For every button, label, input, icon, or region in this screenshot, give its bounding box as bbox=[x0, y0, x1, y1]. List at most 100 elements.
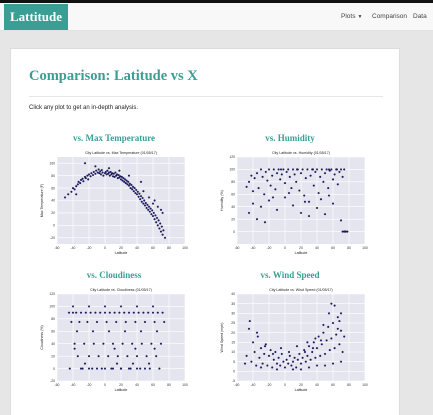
data-point bbox=[103, 311, 107, 314]
plot-cloudiness[interactable]: City Latitude vs. Cloudiness (01/05/17) -… bbox=[35, 285, 195, 395]
data-point bbox=[295, 345, 299, 348]
data-point bbox=[261, 362, 264, 365]
data-point bbox=[333, 173, 336, 176]
y-tick-label: 20 bbox=[231, 217, 235, 221]
data-point bbox=[143, 204, 147, 207]
data-point bbox=[123, 311, 126, 314]
chart-title: City Latitude vs. Max Temperature (01/05… bbox=[85, 151, 157, 155]
data-point bbox=[128, 182, 131, 185]
data-point bbox=[135, 367, 139, 370]
data-point bbox=[255, 218, 259, 221]
data-point bbox=[151, 311, 155, 314]
data-point bbox=[323, 172, 327, 175]
data-point bbox=[95, 169, 98, 172]
data-point bbox=[97, 355, 100, 358]
data-point bbox=[87, 173, 91, 176]
data-point bbox=[317, 192, 320, 195]
data-point bbox=[338, 320, 341, 323]
data-point bbox=[163, 236, 167, 239]
data-point bbox=[296, 358, 299, 361]
data-point bbox=[245, 354, 248, 357]
data-point bbox=[306, 354, 309, 357]
data-point bbox=[320, 343, 323, 346]
data-point bbox=[271, 174, 274, 177]
data-point bbox=[327, 312, 331, 315]
data-point bbox=[323, 352, 327, 355]
data-point bbox=[135, 355, 139, 358]
data-point bbox=[327, 187, 330, 190]
data-point bbox=[307, 200, 311, 203]
plot-max-temperature[interactable]: City Latitude vs. Max Temperature (01/05… bbox=[35, 148, 195, 258]
data-point bbox=[108, 311, 111, 314]
data-point bbox=[121, 179, 124, 182]
x-tick-label: 0 bbox=[104, 383, 106, 387]
x-tick-label: -60 bbox=[235, 246, 240, 250]
nav-comparison[interactable]: Comparison bbox=[372, 13, 408, 20]
data-point bbox=[154, 214, 157, 217]
data-point bbox=[333, 347, 336, 350]
data-point bbox=[279, 347, 283, 350]
data-point bbox=[161, 233, 164, 236]
x-tick-label: 60 bbox=[151, 383, 155, 387]
data-point bbox=[103, 305, 107, 308]
data-point bbox=[134, 347, 137, 350]
y-tick-label: 60 bbox=[51, 186, 55, 190]
data-point bbox=[303, 349, 306, 352]
data-point bbox=[298, 189, 301, 192]
x-axis-label: Latitude bbox=[295, 388, 308, 392]
data-point bbox=[274, 188, 277, 191]
data-point bbox=[153, 218, 156, 221]
data-point bbox=[338, 343, 341, 346]
nav-data[interactable]: Data bbox=[413, 13, 427, 20]
x-tick-label: 0 bbox=[104, 246, 106, 250]
data-point bbox=[76, 183, 79, 186]
title-divider bbox=[29, 96, 383, 97]
data-point bbox=[79, 182, 82, 185]
data-point bbox=[322, 180, 325, 183]
data-point bbox=[309, 174, 312, 177]
y-axis-label: Wind Speed (mph) bbox=[220, 323, 224, 353]
data-point bbox=[91, 173, 95, 177]
data-point bbox=[125, 179, 128, 182]
x-axis-label: Latitude bbox=[295, 251, 308, 255]
x-tick-label: -20 bbox=[87, 383, 92, 387]
data-point bbox=[283, 182, 287, 185]
data-point bbox=[140, 200, 143, 203]
data-point bbox=[269, 349, 272, 352]
data-point bbox=[299, 211, 303, 214]
data-point bbox=[282, 168, 285, 171]
data-point bbox=[139, 180, 143, 183]
plot-wind-speed[interactable]: City Latitude vs. Wind Speed (01/05/17) -… bbox=[215, 285, 375, 395]
data-point bbox=[303, 350, 307, 354]
data-point bbox=[131, 342, 134, 345]
data-point bbox=[116, 355, 119, 358]
data-point bbox=[267, 354, 271, 357]
data-point bbox=[285, 358, 288, 361]
data-point bbox=[156, 224, 159, 227]
data-point bbox=[143, 367, 147, 370]
brand-logo[interactable]: Lattitude bbox=[4, 4, 68, 30]
data-point bbox=[107, 330, 111, 333]
y-tick-label: 100 bbox=[49, 161, 55, 165]
data-point bbox=[92, 170, 95, 173]
data-point bbox=[71, 305, 75, 308]
x-tick-label: 80 bbox=[347, 246, 351, 250]
data-point bbox=[291, 168, 295, 171]
y-tick-label: 60 bbox=[231, 192, 235, 196]
data-point bbox=[143, 199, 146, 202]
nav-plots-dropdown[interactable]: Plots ▼ bbox=[341, 3, 362, 31]
data-point bbox=[339, 168, 343, 171]
data-point bbox=[299, 172, 303, 175]
data-point bbox=[267, 168, 271, 171]
data-point bbox=[330, 337, 333, 340]
plot-humidity[interactable]: City Latitude vs. Humidity (01/05/17) -60… bbox=[215, 148, 375, 258]
data-point bbox=[253, 177, 256, 180]
data-point bbox=[272, 358, 275, 361]
data-point bbox=[148, 367, 151, 370]
y-tick-label: 0 bbox=[233, 230, 235, 234]
data-point bbox=[134, 192, 137, 195]
data-point bbox=[161, 211, 164, 214]
y-tick-label: 40 bbox=[231, 205, 235, 209]
data-point bbox=[311, 350, 314, 354]
data-point bbox=[269, 184, 272, 187]
